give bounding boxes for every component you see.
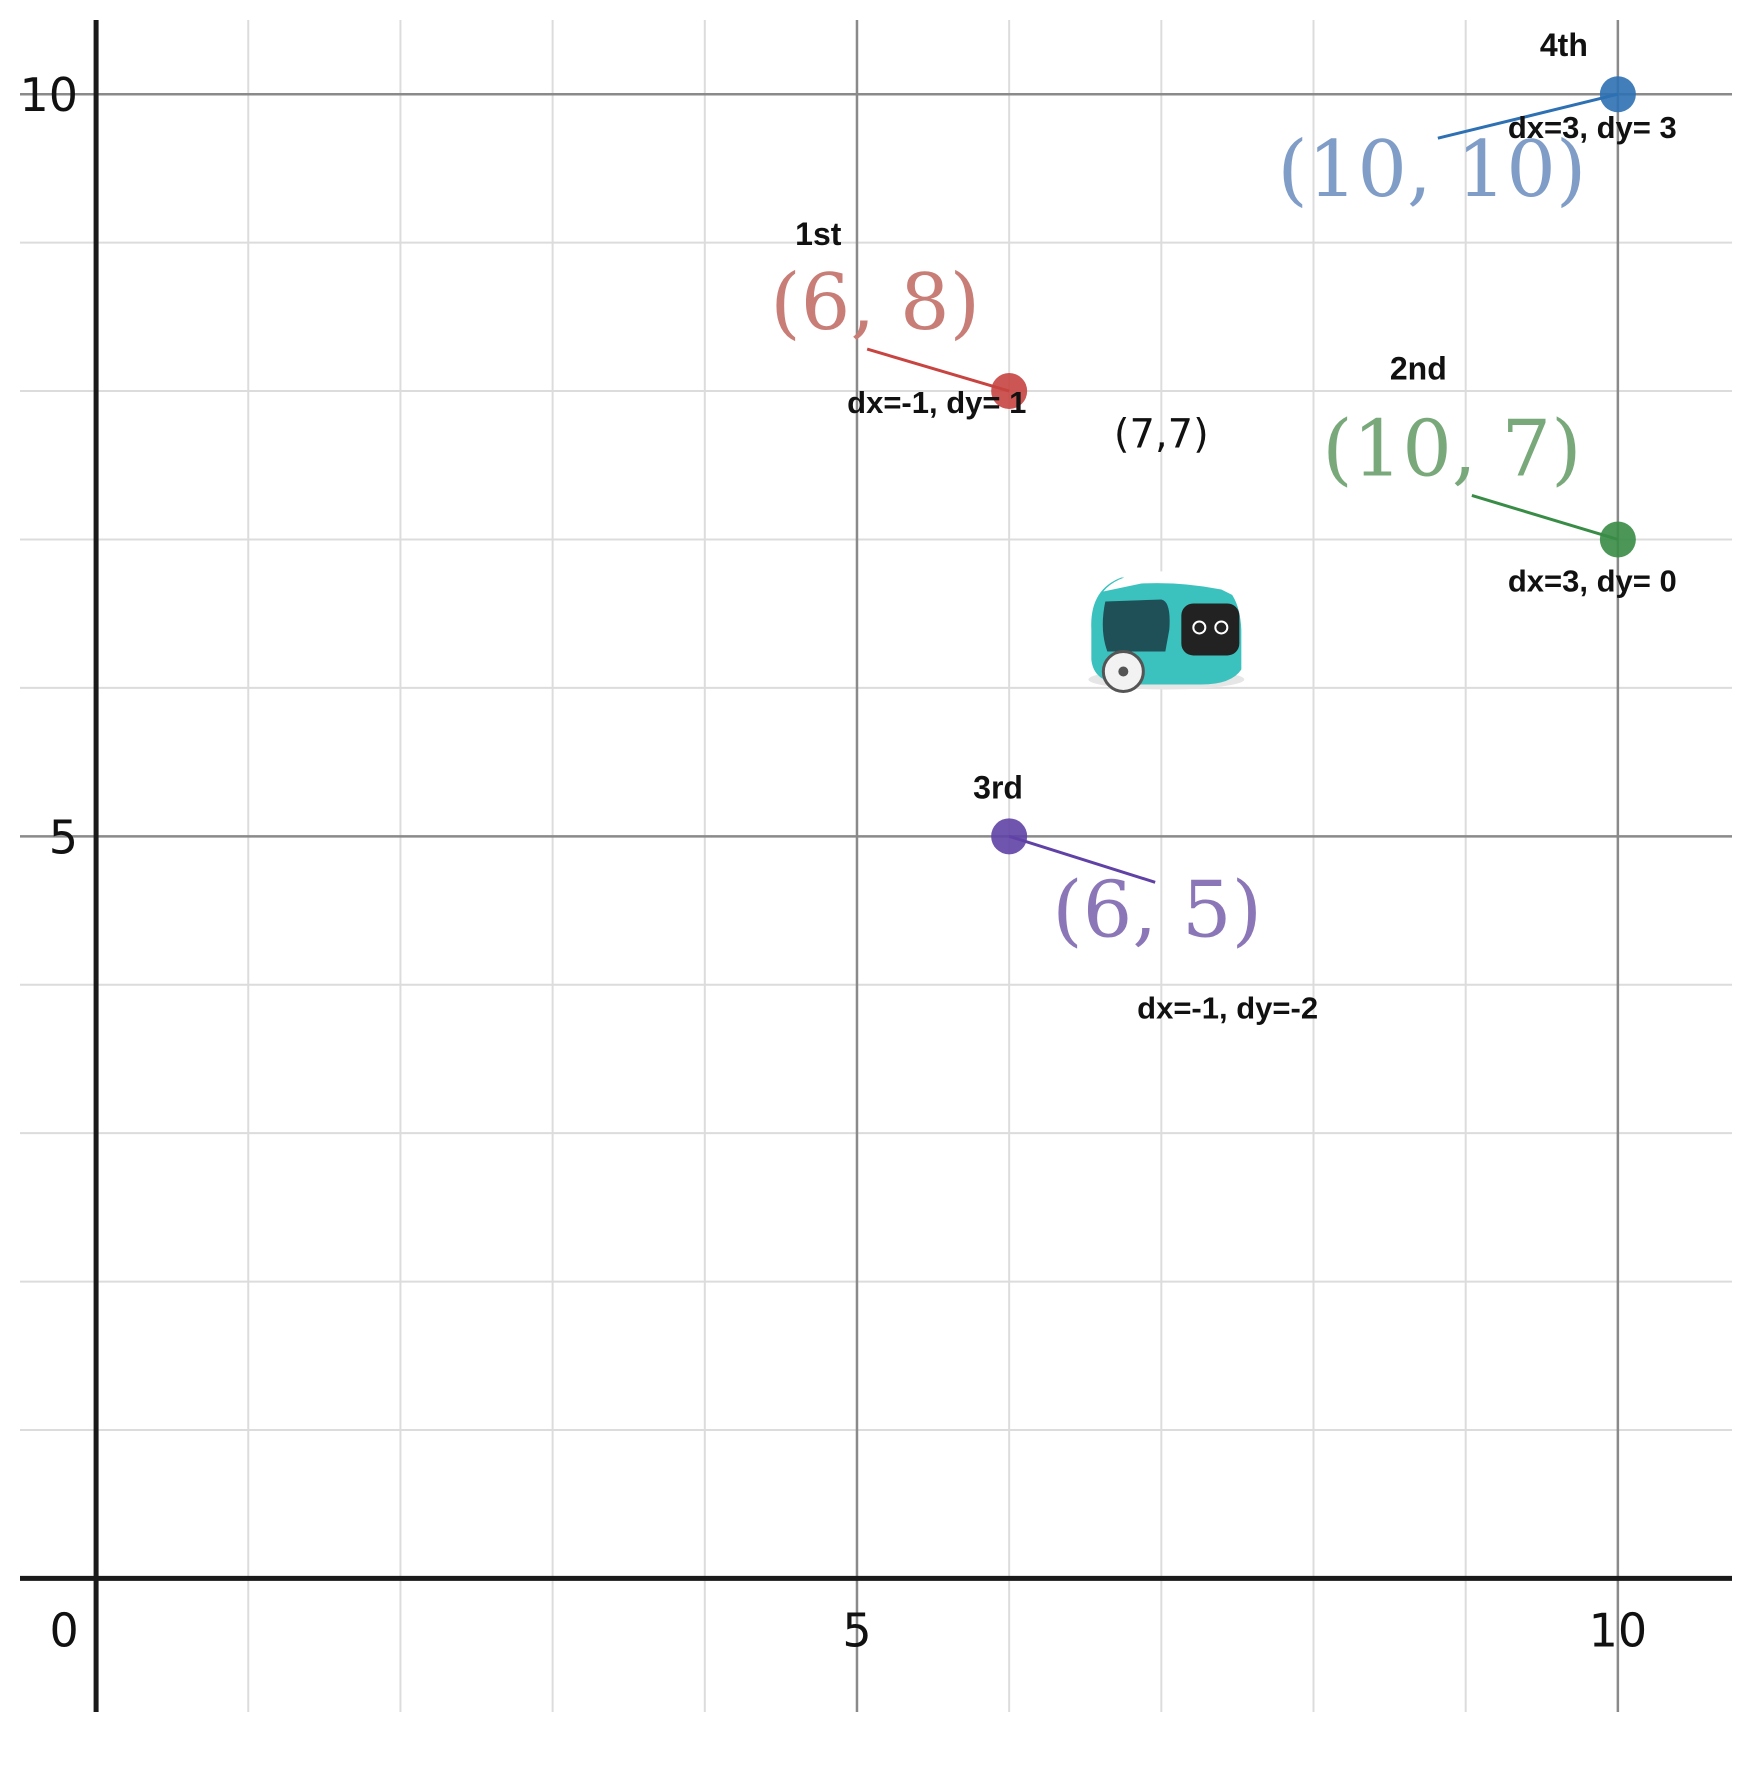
order-label: 1st	[795, 216, 842, 252]
data-point	[991, 373, 1028, 410]
robot-window	[1102, 599, 1170, 652]
order-label: 4th	[1540, 27, 1588, 63]
robot-face-screen	[1181, 603, 1240, 656]
point-group: 2nd (10, 7) dx=3, dy= 0	[1322, 350, 1677, 598]
major-gridlines	[20, 20, 1732, 1712]
y-tick-label: 10	[20, 68, 79, 122]
robot-eye-right	[1214, 620, 1229, 635]
data-point	[1599, 521, 1636, 558]
order-label: 3rd	[973, 769, 1023, 805]
point-group: 3rd (6, 5) dx=-1, dy=-2	[973, 769, 1318, 1025]
delta-label: dx=-1, dy= 1	[847, 385, 1026, 420]
robot-car: (7,7)	[1088, 411, 1245, 693]
origin-tick-label: 0	[49, 1603, 78, 1657]
robot-roof	[1103, 571, 1234, 596]
coordinate-label: (10, 7)	[1322, 404, 1581, 494]
data-point	[991, 818, 1028, 855]
delta-label: dx=3, dy= 3	[1508, 110, 1677, 145]
delta-label: dx=-1, dy=-2	[1137, 990, 1318, 1025]
leader-line	[866, 347, 1010, 393]
robot-hubcap	[1118, 666, 1129, 677]
robot-position-label: (7,7)	[1114, 411, 1209, 457]
axes	[20, 20, 1732, 1712]
minor-gridlines	[20, 20, 1732, 1712]
x-tick-label: 10	[1589, 1603, 1648, 1657]
coordinate-label: (6, 5)	[1052, 865, 1262, 955]
data-points: 1st (6, 8) dx=-1, dy= 1 2nd (10, 7) dx=3, dy=…	[770, 27, 1676, 1025]
data-point	[1599, 76, 1636, 113]
order-label: 2nd	[1390, 350, 1447, 386]
robot-eye-left	[1192, 620, 1207, 635]
robot-car-picture	[1088, 571, 1245, 693]
leader-line	[1008, 834, 1156, 884]
y-tick-label: 5	[49, 810, 78, 864]
leader-line	[1437, 92, 1619, 140]
delta-label: dx=3, dy= 0	[1508, 563, 1677, 598]
x-tick-label: 5	[842, 1603, 871, 1657]
point-group: 1st (6, 8) dx=-1, dy= 1	[770, 216, 1028, 420]
coordinate-label: (10, 10)	[1277, 125, 1586, 215]
leader-line	[1471, 494, 1619, 541]
point-group: 4th (10, 10)dx=3, dy= 3	[1277, 27, 1676, 215]
tick-labels: 0 5 10 5 10	[20, 68, 1648, 1657]
coordinate-label: (6, 8)	[770, 258, 980, 348]
